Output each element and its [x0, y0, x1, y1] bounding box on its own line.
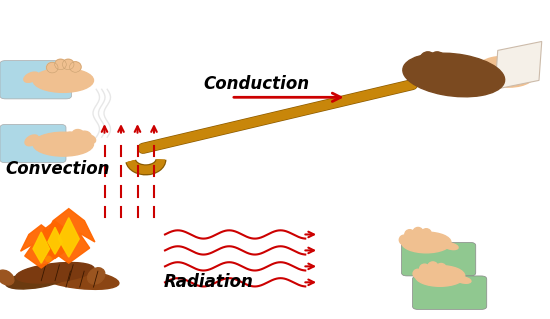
Ellipse shape: [69, 62, 81, 72]
Ellipse shape: [65, 132, 76, 141]
Ellipse shape: [33, 132, 94, 156]
Polygon shape: [20, 225, 62, 268]
Polygon shape: [33, 232, 50, 263]
Ellipse shape: [436, 263, 446, 272]
FancyBboxPatch shape: [0, 61, 72, 99]
Ellipse shape: [46, 62, 58, 73]
Ellipse shape: [41, 269, 119, 289]
Polygon shape: [43, 209, 95, 263]
Polygon shape: [495, 41, 542, 89]
FancyBboxPatch shape: [0, 124, 66, 163]
Ellipse shape: [420, 52, 436, 66]
Ellipse shape: [24, 72, 39, 82]
Ellipse shape: [79, 131, 91, 140]
FancyBboxPatch shape: [402, 242, 476, 276]
Polygon shape: [48, 227, 62, 254]
Ellipse shape: [87, 268, 105, 284]
Ellipse shape: [413, 269, 423, 278]
Ellipse shape: [399, 235, 409, 245]
Text: Convection: Convection: [6, 160, 110, 178]
Ellipse shape: [449, 81, 475, 91]
Polygon shape: [58, 218, 79, 257]
Ellipse shape: [402, 232, 451, 253]
Ellipse shape: [33, 69, 94, 93]
Text: Conduction: Conduction: [204, 75, 310, 93]
Ellipse shape: [46, 256, 51, 262]
Ellipse shape: [54, 59, 67, 70]
Ellipse shape: [403, 53, 505, 97]
Ellipse shape: [407, 67, 424, 81]
Ellipse shape: [421, 229, 431, 238]
Ellipse shape: [84, 135, 96, 144]
Ellipse shape: [411, 57, 427, 71]
Ellipse shape: [420, 264, 430, 273]
Polygon shape: [37, 221, 73, 258]
Ellipse shape: [476, 56, 536, 87]
Ellipse shape: [430, 52, 446, 66]
Ellipse shape: [415, 265, 465, 286]
Text: Radiation: Radiation: [164, 273, 254, 291]
Ellipse shape: [456, 277, 471, 283]
Ellipse shape: [16, 263, 94, 283]
FancyBboxPatch shape: [412, 276, 487, 309]
Ellipse shape: [444, 243, 458, 249]
Ellipse shape: [63, 59, 74, 70]
Ellipse shape: [405, 230, 415, 239]
Ellipse shape: [428, 262, 438, 271]
Ellipse shape: [72, 130, 84, 138]
Ellipse shape: [413, 227, 423, 237]
Ellipse shape: [0, 270, 14, 285]
Ellipse shape: [6, 269, 69, 289]
Ellipse shape: [25, 135, 39, 146]
